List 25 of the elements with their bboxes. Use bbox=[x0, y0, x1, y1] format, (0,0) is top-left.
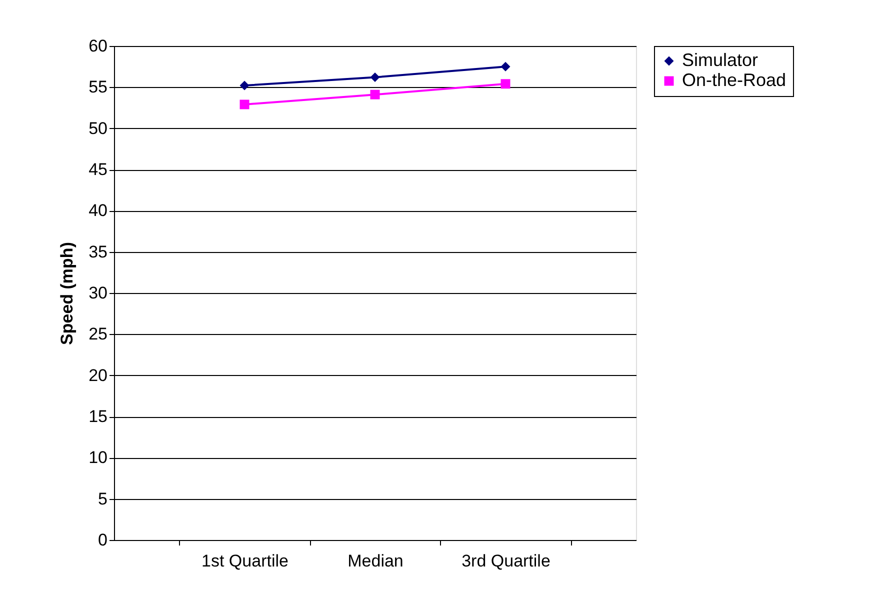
point bbox=[240, 100, 250, 110]
y-tick-label: 0 bbox=[98, 530, 108, 550]
y-tick-label: 20 bbox=[88, 366, 108, 385]
x-tick-label: Median bbox=[348, 552, 404, 570]
legend-label: Simulator bbox=[682, 50, 758, 70]
y-tick-label: 5 bbox=[98, 489, 108, 508]
y-tick-label: 35 bbox=[88, 242, 108, 262]
y-tick-label: 60 bbox=[88, 36, 108, 56]
y-axis-title: Speed (mph) bbox=[58, 242, 77, 345]
y-tick-label: 25 bbox=[88, 324, 108, 344]
point bbox=[500, 62, 510, 72]
x-tick-label: 1st Quartile bbox=[202, 552, 288, 570]
y-tick-label: 40 bbox=[88, 201, 108, 220]
y-tick-label: 50 bbox=[88, 118, 108, 138]
y-tick-label: 45 bbox=[88, 160, 108, 179]
y-tick-label: 30 bbox=[88, 284, 108, 302]
point bbox=[500, 79, 510, 89]
y-tick-label: 15 bbox=[88, 407, 108, 426]
point bbox=[370, 72, 380, 82]
point bbox=[240, 80, 250, 90]
y-tick-label: 10 bbox=[88, 448, 108, 468]
legend-label: On-the-Road bbox=[682, 70, 786, 90]
point bbox=[370, 90, 380, 100]
x-tick-label: 3rd Quartile bbox=[462, 552, 550, 570]
y-tick-label: 55 bbox=[88, 78, 108, 97]
